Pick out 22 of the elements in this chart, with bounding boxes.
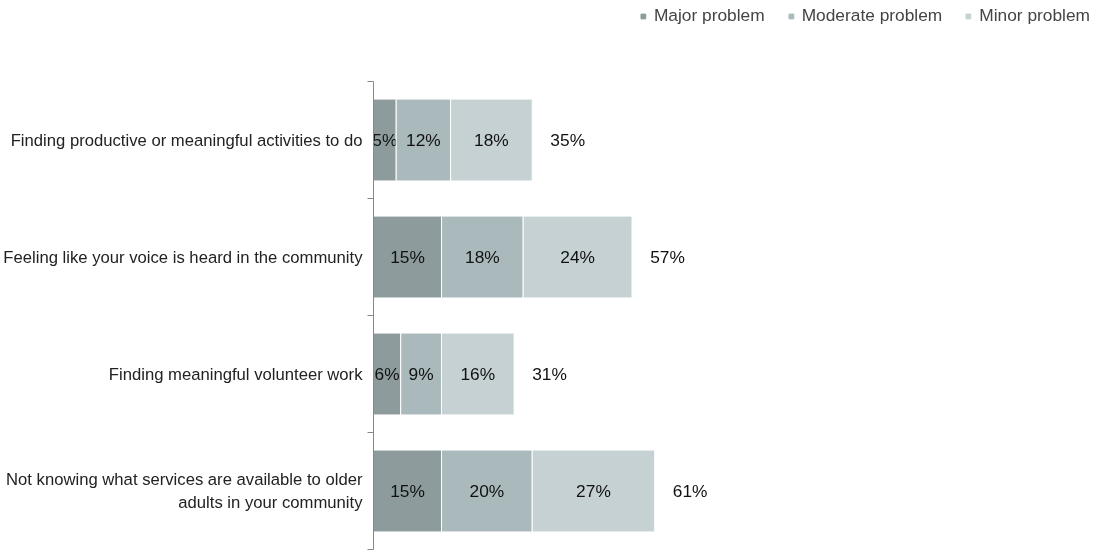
data-label: 18% [465, 247, 500, 268]
data-label: 16% [460, 364, 496, 385]
data-label: 15% [390, 247, 425, 268]
y-tick-label: Not knowing what services are available to older adults in your community [6, 470, 364, 512]
data-label: 12% [406, 130, 441, 151]
data-label: 15% [390, 481, 425, 502]
total-label: 57% [650, 247, 685, 268]
data-label: 18% [474, 130, 509, 151]
data-label: 20% [469, 481, 505, 502]
total-label: 35% [550, 130, 586, 151]
total-label: 31% [532, 364, 567, 385]
y-tick-label: Finding productive or meaningful activities to do [10, 130, 363, 150]
y-tick-label: Finding meaningful volunteer work [108, 364, 364, 384]
legend-label: Moderate problem [801, 5, 943, 26]
data-label: 24% [560, 247, 595, 268]
data-label: 27% [576, 481, 611, 502]
legend-label: Minor problem [979, 5, 1090, 26]
total-label: 61% [672, 481, 708, 502]
data-label: 6% [374, 364, 400, 385]
y-tick-label: Feeling like your voice is heard in the community [3, 247, 364, 267]
data-label: 9% [408, 364, 434, 385]
legend-label: Major problem [653, 5, 765, 26]
